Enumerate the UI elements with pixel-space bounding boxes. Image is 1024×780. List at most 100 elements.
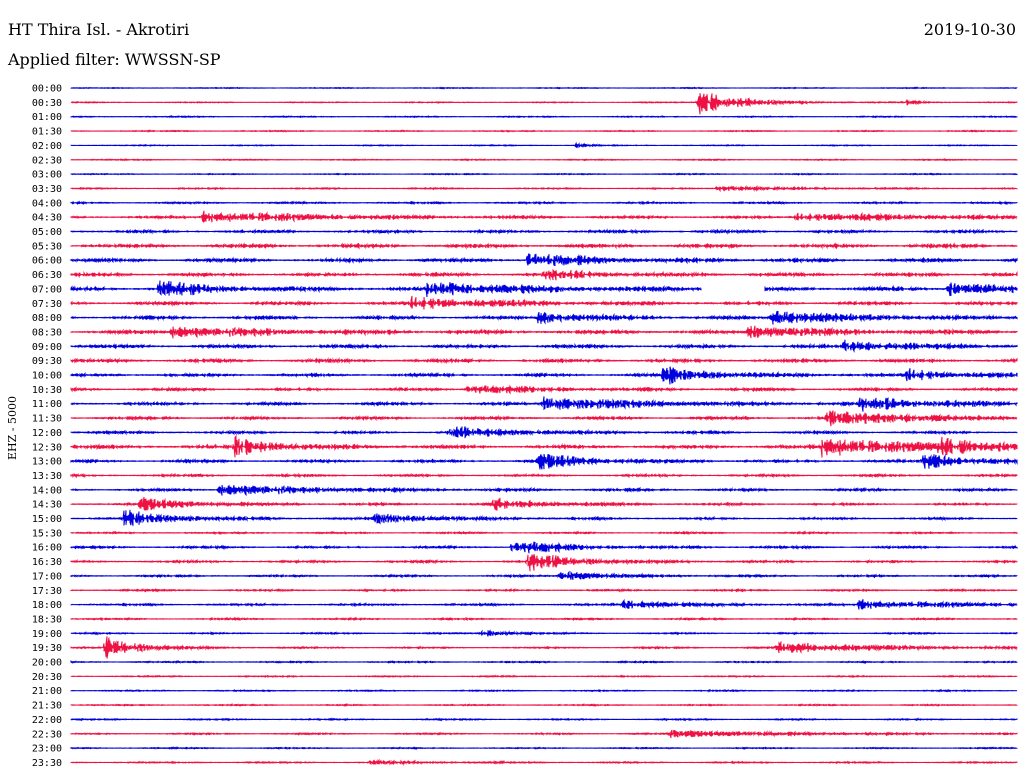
row-time-label: 01:30 [32,127,62,138]
row-time-label: 07:00 [32,284,62,295]
trace-line [70,541,1018,554]
row-time-label: 07:30 [32,299,62,310]
trace-line [70,746,1018,751]
row-time-label: 06:30 [32,270,62,281]
row-time-label: 18:30 [32,614,62,625]
row-time-label: 20:30 [32,672,62,683]
trace-line [70,717,1018,722]
row-time-label: 16:30 [32,557,62,568]
row-time-label: 18:00 [32,600,62,611]
row-time-label: 00:00 [32,84,62,95]
row-time-label: 10:30 [32,385,62,396]
trace-line [70,357,1018,365]
row-time-label: 19:00 [32,629,62,640]
row-time-label: 02:30 [32,155,62,166]
row-time-label: 02:00 [32,141,62,152]
trace-line [70,509,1018,526]
row-time-label: 14:00 [32,485,62,496]
row-time-label: 15:30 [32,528,62,539]
trace-line [70,210,1018,224]
row-time-label: 04:30 [32,213,62,224]
row-time-label: 16:00 [32,543,62,554]
row-time-label: 15:00 [32,514,62,525]
row-time-label: 05:00 [32,227,62,238]
row-time-label: 17:00 [32,571,62,582]
row-time-label: 09:00 [32,342,62,353]
trace-line [70,553,1018,572]
trace-line [70,660,1018,665]
trace-line [70,93,1018,115]
trace-line [70,228,1018,235]
filter-label: Applied filter: WWSSN-SP [8,50,221,69]
trace-line [70,629,1018,637]
trace-line [70,570,1018,580]
trace-line [70,426,1018,439]
trace-line [70,688,1018,693]
row-time-label: 23:00 [32,744,62,755]
row-time-label: 11:30 [32,414,62,425]
row-time-label: 13:30 [32,471,62,482]
row-time-label: 11:00 [32,399,62,410]
trace-line [70,295,1018,310]
trace-line [70,200,1018,206]
trace-line [70,384,1018,395]
trace-line [70,472,1018,479]
trace-line [70,339,1018,353]
trace-line [70,158,1018,162]
row-time-label: 01:00 [32,112,62,123]
row-time-label: 10:00 [32,371,62,382]
row-time-label: 14:30 [32,500,62,511]
trace-line [70,453,1018,470]
row-time-label: 21:30 [32,701,62,712]
trace-line [70,310,1018,325]
row-time-label: 09:30 [32,356,62,367]
trace-line [70,184,1018,193]
trace-line [70,758,1018,767]
row-time-label: 05:30 [32,241,62,252]
trace-line [70,325,1018,339]
trace-line [70,129,1018,133]
trace-line [70,616,1018,622]
row-time-label: 23:30 [32,758,62,769]
row-time-label: 03:30 [32,184,62,195]
row-time-label: 20:00 [32,658,62,669]
trace-line [70,172,1018,176]
trace-line [70,86,1018,90]
row-time-label: 12:00 [32,428,62,439]
date-label: 2019-10-30 [923,20,1016,39]
row-time-label: 08:30 [32,327,62,338]
trace-line [70,636,1018,659]
trace-line [70,729,1018,739]
row-time-label: 19:30 [32,643,62,654]
trace-line [70,242,1018,250]
trace-line [70,703,1018,708]
trace-line [70,366,1018,385]
row-time-label: 06:00 [32,256,62,267]
trace-line [70,530,1018,536]
trace-line [70,410,1018,427]
station-title: HT Thira Isl. - Akrotiri [8,20,190,39]
row-time-label: 04:00 [32,198,62,209]
trace-line [70,253,1018,267]
trace-line [70,396,1018,412]
row-time-label: 03:00 [32,170,62,181]
row-time-label: 22:30 [32,729,62,740]
trace-line [70,280,1018,298]
trace-line [70,598,1018,610]
trace-line [70,587,1018,593]
trace-line [70,115,1018,119]
trace-line [70,496,1018,512]
trace-line [70,141,1018,149]
trace-line [70,268,1018,281]
row-time-label: 12:30 [32,442,62,453]
tick-label-group: 00:00 00:30 01:00 01:30 02:00 02:30 03:00 03:30… [32,84,62,769]
trace-line [70,434,1018,458]
trace-group [70,86,1018,767]
row-time-label: 08:00 [32,313,62,324]
row-time-label: 00:30 [32,98,62,109]
trace-line [70,484,1018,497]
row-time-label: 13:00 [32,457,62,468]
trace-line [70,674,1018,679]
row-time-label: 17:30 [32,586,62,597]
